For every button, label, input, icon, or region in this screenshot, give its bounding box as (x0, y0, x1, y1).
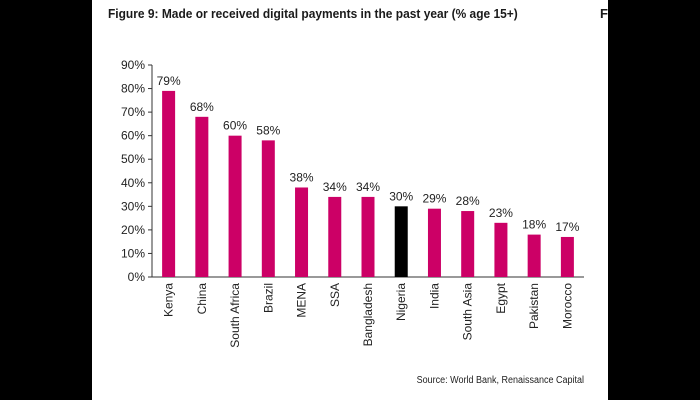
data-label: 60% (223, 119, 247, 133)
data-label: 34% (323, 180, 347, 194)
data-label: 34% (356, 180, 380, 194)
category-label: Bangladesh (361, 283, 375, 346)
y-tick-label: 50% (121, 152, 145, 166)
data-label: 38% (290, 170, 314, 184)
y-tick-label: 70% (121, 105, 145, 119)
bar-mena (295, 187, 309, 277)
y-tick-label: 90% (121, 58, 145, 72)
y-tick-label: 20% (121, 223, 145, 237)
bar-nigeria (394, 206, 408, 277)
data-label: 58% (256, 123, 280, 137)
bar-south-asia (461, 211, 475, 277)
bar-chart: 0% 10% 20% 30% 40% 50% 60% 70% 80% 90% 79% 68% 60% 5… (121, 58, 584, 348)
data-label: 23% (489, 206, 513, 220)
bar-china (195, 116, 209, 277)
bar-morocco (560, 236, 574, 277)
bar-ssa (328, 196, 342, 277)
bar-south-africa (228, 135, 242, 277)
data-label: 30% (389, 189, 413, 203)
category-label: Morocco (560, 283, 574, 329)
category-labels: Kenya China South Africa Brazil MENA SSA Bangl… (162, 282, 575, 347)
y-tick-label: 0% (128, 270, 146, 284)
y-axis-ticks: 0% 10% 20% 30% 40% 50% 60% 70% 80% 90% (121, 58, 152, 284)
bar-brazil (261, 140, 275, 277)
y-tick-label: 60% (121, 129, 145, 143)
y-tick-label: 40% (121, 176, 145, 190)
bar-egypt (494, 222, 508, 277)
figure-panel: Figure 9: Made or received digital payme… (92, 0, 608, 400)
category-label: Egypt (494, 282, 508, 313)
y-tick-label: 80% (121, 82, 145, 96)
category-label: Brazil (261, 283, 275, 313)
category-label: China (195, 283, 209, 315)
data-labels: 79% 68% 60% 58% 38% 34% 34% 30% 29% 28% 23% 18% 17% (157, 74, 580, 234)
data-label: 28% (456, 194, 480, 208)
category-label: Pakistan (527, 283, 541, 329)
y-tick-label: 10% (121, 246, 145, 260)
data-label: 29% (422, 192, 446, 206)
category-label: South Asia (461, 283, 475, 341)
category-label: MENA (295, 283, 309, 318)
category-label: South Africa (228, 283, 242, 348)
category-label: Nigeria (394, 283, 408, 321)
bar-bangladesh (361, 196, 375, 277)
data-label: 18% (522, 218, 546, 232)
category-label: Kenya (162, 283, 176, 317)
source-note: Source: World Bank, Renaissance Capital (416, 375, 584, 386)
data-label: 17% (555, 220, 579, 234)
bar-india (427, 208, 441, 277)
cropped-title-fragment: F (600, 6, 608, 21)
data-label: 68% (190, 100, 214, 114)
category-label: India (427, 283, 441, 309)
chart-title: Figure 9: Made or received digital payme… (108, 6, 518, 21)
data-label: 79% (157, 74, 181, 88)
bars (162, 90, 574, 278)
category-label: SSA (328, 283, 342, 307)
y-tick-label: 30% (121, 199, 145, 213)
bar-pakistan (527, 234, 541, 277)
bar-kenya (162, 90, 176, 278)
